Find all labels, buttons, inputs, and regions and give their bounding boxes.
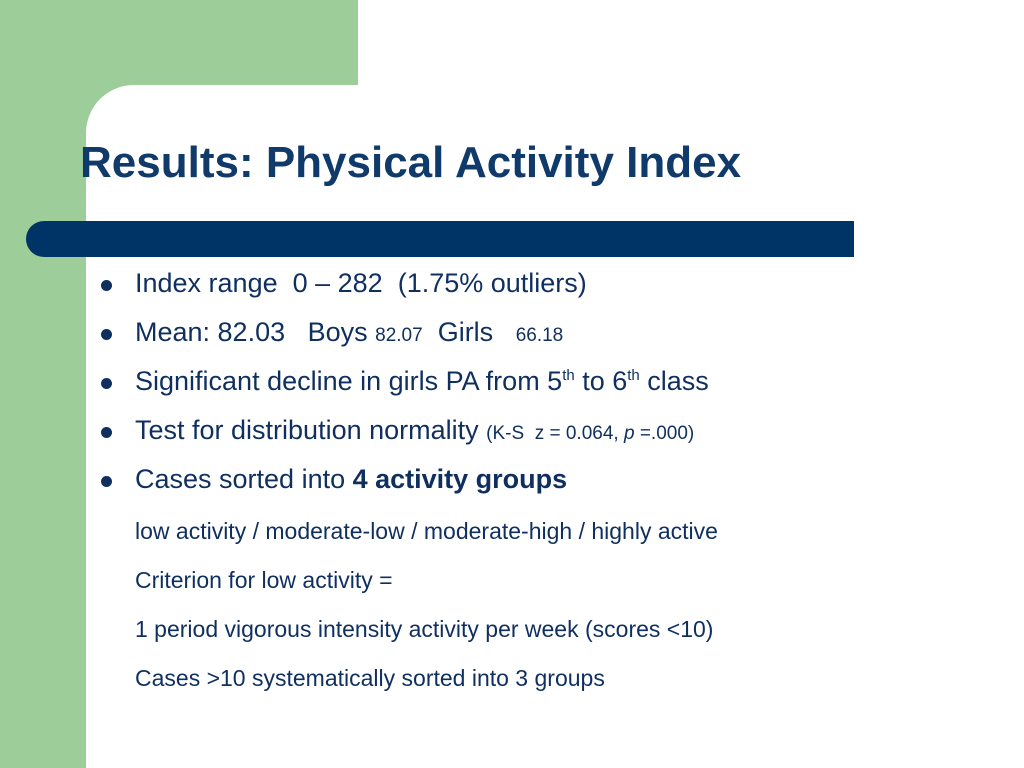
ks-stats-b: =.000) xyxy=(634,423,695,444)
decline-text-2: to 6 xyxy=(574,366,628,396)
decline-text-1: Significant decline in girls PA from 5 xyxy=(135,366,563,396)
bullet-mean: Mean: 82.03 Boys 82.07 Girls 66.18 xyxy=(101,317,564,347)
slide-title: Results: Physical Activity Index xyxy=(80,138,742,187)
subline-sorted-groups: Cases >10 systematically sorted into 3 g… xyxy=(135,665,605,691)
subline-vigorous-period: 1 period vigorous intensity activity per… xyxy=(135,616,714,642)
ks-stats-p: p xyxy=(623,423,635,444)
bullet-dot-icon xyxy=(101,427,112,438)
title-underline-bar xyxy=(26,221,854,257)
ks-stats-a: (K-S z = 0.064, xyxy=(486,423,624,444)
bullet-index-range: Index range 0 – 282 (1.75% outliers) xyxy=(101,268,587,298)
bullet-dot-icon xyxy=(101,280,112,291)
decline-sup-2: th xyxy=(627,367,640,384)
bullet-dot-icon xyxy=(101,476,112,487)
groups-text: Cases sorted into xyxy=(135,464,353,494)
decline-text-3: class xyxy=(639,366,709,396)
normality-text: Test for distribution normality xyxy=(135,415,487,445)
mean-text: Mean: 82.03 Boys xyxy=(135,317,376,347)
boys-value: 82.07 xyxy=(375,325,423,346)
subline-activity-levels: low activity / moderate-low / moderate-h… xyxy=(135,518,718,544)
decline-sup-1: th xyxy=(562,367,575,384)
bullet-text: Index range 0 – 282 (1.75% outliers) xyxy=(135,268,587,298)
girls-label: Girls xyxy=(422,317,516,347)
bullet-decline: Significant decline in girls PA from 5th… xyxy=(101,366,709,396)
bullet-dot-icon xyxy=(101,378,112,389)
content-panel xyxy=(86,85,1024,768)
bullet-activity-groups: Cases sorted into 4 activity groups xyxy=(101,464,568,494)
groups-bold-text: 4 activity groups xyxy=(352,464,568,494)
bullet-normality-test: Test for distribution normality (K-S z =… xyxy=(101,415,695,445)
subline-criterion: Criterion for low activity = xyxy=(135,567,393,593)
bullet-dot-icon xyxy=(101,329,112,340)
girls-value: 66.18 xyxy=(515,325,564,346)
